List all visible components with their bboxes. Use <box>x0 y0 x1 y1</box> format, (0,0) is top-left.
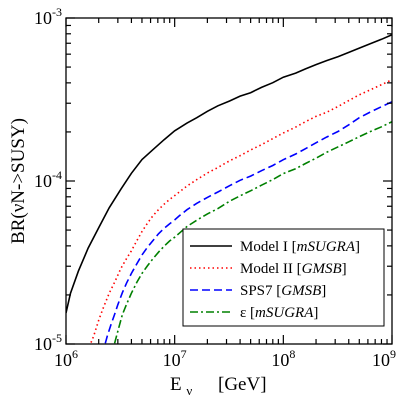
legend-label-4: ε [mSUGRA] <box>240 305 318 321</box>
legend: Model I [mSUGRA] Model II [GMSB] SPS7 [GMS… <box>182 228 385 327</box>
x-tick-label: 109 <box>372 347 396 370</box>
y-tick-label-base: 10 <box>34 8 52 28</box>
x-tick-label-base: 10 <box>271 350 289 370</box>
y-tick-label-base: 10 <box>34 171 52 191</box>
series-line-4 <box>113 120 392 344</box>
y-tick-label: 10-5 <box>34 331 62 354</box>
y-tick-label-exp: -5 <box>52 331 62 345</box>
x-tick-label-base: 10 <box>163 350 181 370</box>
series-line-3 <box>104 101 392 344</box>
y-tick-label-exp: -3 <box>52 5 62 19</box>
y-tick-label-base: 10 <box>34 334 52 354</box>
legend-label-3: SPS7 [GMSB] <box>240 283 326 299</box>
x-tick-label-exp: 8 <box>289 347 295 361</box>
legend-label-1: Model I [mSUGRA] <box>240 239 360 255</box>
y-tick-label-exp: -4 <box>52 168 62 182</box>
tick-layer <box>65 17 393 345</box>
series-line-1 <box>66 33 392 314</box>
x-tick-label-base: 10 <box>54 350 72 370</box>
x-tick-label-exp: 7 <box>181 347 187 361</box>
legend-label-2: Model II [GMSB] <box>240 261 347 277</box>
y-tick-label: 10-4 <box>34 168 62 191</box>
x-tick-label-exp: 6 <box>72 347 78 361</box>
y-tick-label: 10-3 <box>34 5 62 28</box>
x-axis-label: E ν [GeV] <box>170 374 267 400</box>
series-layer <box>66 33 392 344</box>
x-tick-label: 108 <box>271 347 295 370</box>
x-axis-label-main: E <box>170 374 182 395</box>
x-tick-label-base: 10 <box>372 350 390 370</box>
series-line-2 <box>90 78 392 343</box>
legend-box <box>182 228 385 327</box>
x-axis-label-unit: [GeV] <box>218 374 267 395</box>
x-tick-label: 107 <box>163 347 187 370</box>
y-axis-label: BR(νN->SUSY) <box>8 118 29 244</box>
x-tick-label: 106 <box>54 347 78 370</box>
x-axis-label-sub: ν <box>186 383 192 398</box>
x-tick-label-exp: 9 <box>390 347 396 361</box>
